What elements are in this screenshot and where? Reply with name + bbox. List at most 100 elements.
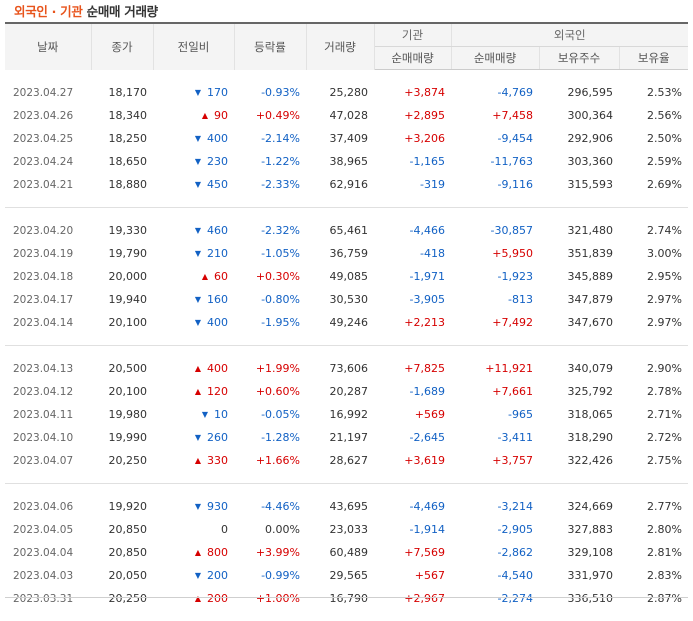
change-value: 200 — [207, 592, 228, 605]
group-spacer — [5, 484, 688, 495]
ratio-cell: 2.80% — [619, 518, 688, 541]
change-cell: ▲ 330 — [153, 449, 234, 472]
change-value: 10 — [214, 408, 228, 421]
change-cell: ▼210 — [153, 242, 234, 265]
col-change-header: 전일비 — [153, 23, 234, 70]
holdings-cell: 324,669 — [539, 495, 619, 518]
group-spacer — [5, 70, 688, 82]
change-value: 260 — [207, 431, 228, 444]
close-cell: 20,050 — [91, 564, 153, 587]
change-value: 400 — [207, 362, 228, 375]
foreign-net-cell: +5,950 — [451, 242, 539, 265]
ratio-cell: 2.71% — [619, 403, 688, 426]
up-arrow-icon: ▲ — [195, 594, 201, 603]
inst-net-cell: -319 — [374, 173, 451, 196]
foreign-net-cell: +3,757 — [451, 449, 539, 472]
ratio-cell: 2.95% — [619, 265, 688, 288]
holdings-cell: 351,839 — [539, 242, 619, 265]
col-ratio-header: 보유율 — [619, 47, 688, 70]
date-cell: 2023.04.27 — [5, 81, 91, 104]
holdings-cell: 322,426 — [539, 449, 619, 472]
close-cell: 19,940 — [91, 288, 153, 311]
inst-net-cell: +7,569 — [374, 541, 451, 564]
volume-cell: 62,916 — [306, 173, 374, 196]
close-cell: 19,920 — [91, 495, 153, 518]
down-arrow-icon: ▼ — [195, 180, 201, 189]
ratio-cell: 2.97% — [619, 311, 688, 334]
rate-cell: -0.99% — [234, 564, 306, 587]
holdings-cell: 300,364 — [539, 104, 619, 127]
date-cell: 2023.04.21 — [5, 173, 91, 196]
foreign-net-cell: -2,274 — [451, 587, 539, 610]
group-spacer — [5, 196, 688, 208]
change-cell: ▼230 — [153, 150, 234, 173]
close-cell: 20,250 — [91, 449, 153, 472]
group-spacer — [5, 610, 688, 621]
ratio-cell: 3.00% — [619, 242, 688, 265]
inst-net-cell: -1,971 — [374, 265, 451, 288]
close-cell: 18,880 — [91, 173, 153, 196]
inst-net-cell: +2,967 — [374, 587, 451, 610]
change-value: 90 — [214, 109, 228, 122]
rate-cell: 0.00% — [234, 518, 306, 541]
date-cell: 2023.04.25 — [5, 127, 91, 150]
down-arrow-icon: ▼ — [195, 433, 201, 442]
change-cell: ▼200 — [153, 564, 234, 587]
close-cell: 20,850 — [91, 518, 153, 541]
change-value: 330 — [207, 454, 228, 467]
holdings-cell: 347,670 — [539, 311, 619, 334]
inst-net-cell: +3,874 — [374, 81, 451, 104]
volume-cell: 36,759 — [306, 242, 374, 265]
change-value: 460 — [207, 224, 228, 237]
inst-net-cell: -4,466 — [374, 219, 451, 242]
volume-cell: 25,280 — [306, 81, 374, 104]
holdings-cell: 296,595 — [539, 81, 619, 104]
investor-trading-table: 날짜 종가 전일비 등락률 거래량 기관 외국인 순매매량 순매매량 보유주수 … — [5, 22, 688, 621]
rate-cell: -0.80% — [234, 288, 306, 311]
foreign-net-cell: -4,540 — [451, 564, 539, 587]
holdings-cell: 315,593 — [539, 173, 619, 196]
change-cell: ▼450 — [153, 173, 234, 196]
close-cell: 18,650 — [91, 150, 153, 173]
date-cell: 2023.04.20 — [5, 219, 91, 242]
change-value: 210 — [207, 247, 228, 260]
close-cell: 19,990 — [91, 426, 153, 449]
up-arrow-icon: ▲ — [195, 456, 201, 465]
change-value: 60 — [214, 270, 228, 283]
foreign-net-cell: -813 — [451, 288, 539, 311]
change-value: 800 — [207, 546, 228, 559]
close-cell: 18,170 — [91, 81, 153, 104]
holdings-cell: 303,360 — [539, 150, 619, 173]
foreign-net-cell: +11,921 — [451, 357, 539, 380]
volume-cell: 29,565 — [306, 564, 374, 587]
inst-net-cell: +569 — [374, 403, 451, 426]
date-cell: 2023.04.12 — [5, 380, 91, 403]
volume-cell: 38,965 — [306, 150, 374, 173]
rate-cell: +0.49% — [234, 104, 306, 127]
header-row-top: 날짜 종가 전일비 등락률 거래량 기관 외국인 — [5, 23, 688, 47]
close-cell: 19,790 — [91, 242, 153, 265]
date-cell: 2023.04.11 — [5, 403, 91, 426]
holdings-cell: 318,290 — [539, 426, 619, 449]
title-net-volume-label: 순매매 거래량 — [87, 4, 158, 19]
rate-cell: -0.05% — [234, 403, 306, 426]
down-arrow-icon: ▼ — [195, 295, 201, 304]
change-value: 400 — [207, 316, 228, 329]
foreign-net-cell: -1,923 — [451, 265, 539, 288]
rate-cell: -0.93% — [234, 81, 306, 104]
volume-cell: 23,033 — [306, 518, 374, 541]
rate-cell: -2.14% — [234, 127, 306, 150]
change-cell: ▼170 — [153, 81, 234, 104]
down-arrow-icon: ▼ — [195, 157, 201, 166]
